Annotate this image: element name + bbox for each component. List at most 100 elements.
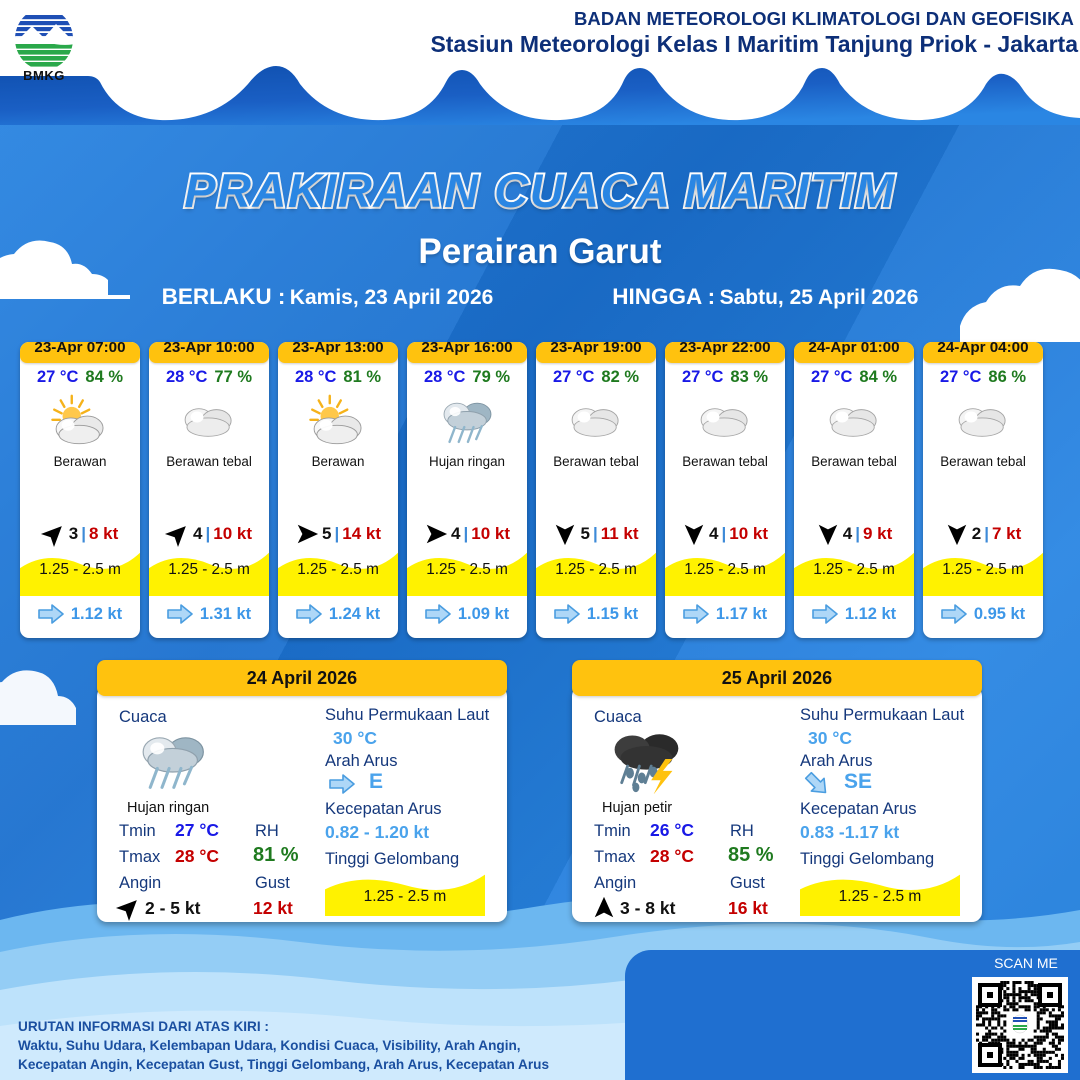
forecast-card[interactable]: 24-Apr 01:00 27 °C 84 % Berawan tebal 4 … bbox=[794, 342, 914, 638]
current-speed: 1.24 kt bbox=[328, 604, 381, 623]
current-speed: 1.12 kt bbox=[844, 604, 897, 623]
air-temperature: 27 °C bbox=[939, 368, 982, 386]
forecast-card-time: 24-Apr 04:00 bbox=[923, 342, 1043, 363]
daily-summary-panel[interactable]: 24 April 2026 Cuaca Hujan ringan Tmin 27… bbox=[97, 660, 507, 922]
weather-icon-slot bbox=[20, 390, 140, 452]
kecepatan-arus-value: 0.83 -1.17 kt bbox=[800, 822, 900, 842]
current-row: 1.12 kt bbox=[20, 596, 140, 632]
forecast-card-strip: 23-Apr 07:00 27 °C 84 % Berawan bbox=[20, 332, 1060, 638]
current-row: 1.24 kt bbox=[278, 596, 398, 632]
relative-humidity: 77 % bbox=[214, 368, 253, 386]
rain-cloud-icon bbox=[443, 403, 492, 444]
weather-condition: Berawan tebal bbox=[553, 454, 639, 469]
daily-weather-icon-slot bbox=[129, 726, 216, 799]
air-temperature: 28 °C bbox=[423, 368, 466, 386]
rh-label: RH bbox=[255, 822, 279, 840]
forecast-card-temp-rh: 27 °C 84 % bbox=[20, 368, 140, 387]
tmax-label: Tmax bbox=[119, 848, 161, 866]
wind-row: 3 | 8 kt bbox=[20, 519, 140, 549]
gust-value: 12 kt bbox=[253, 898, 293, 918]
current-direction-arrow bbox=[683, 604, 709, 624]
valid-until-value: Sabtu, 25 April 2026 bbox=[719, 286, 919, 309]
weather-condition: Berawan tebal bbox=[166, 454, 252, 469]
cloud-decoration-right bbox=[960, 268, 1080, 342]
weather-condition: Berawan bbox=[311, 454, 365, 469]
wind-direction-arrow bbox=[295, 522, 319, 546]
forecast-card-temp-rh: 28 °C 81 % bbox=[278, 368, 398, 387]
bmkg-logo-text: BMKG bbox=[23, 68, 65, 83]
forecast-card[interactable]: 24-Apr 04:00 27 °C 86 % Berawan tebal 2 … bbox=[923, 342, 1043, 638]
tmin-label: Tmin bbox=[594, 822, 631, 840]
angin-arrow-slot bbox=[115, 896, 141, 925]
wind-direction-arrow bbox=[37, 517, 71, 551]
qr-code-icon[interactable] bbox=[972, 977, 1068, 1073]
wind-row: 4 | 10 kt bbox=[149, 519, 269, 549]
forecast-card[interactable]: 23-Apr 07:00 27 °C 84 % Berawan bbox=[20, 342, 140, 638]
tmax-label: Tmax bbox=[594, 848, 636, 866]
tmin-value: 27 °C bbox=[175, 820, 219, 840]
forecast-card-temp-rh: 27 °C 86 % bbox=[923, 368, 1043, 387]
wind-row: 2 | 7 kt bbox=[923, 519, 1043, 549]
current-direction-arrow bbox=[296, 604, 322, 624]
sst-value: 30 °C bbox=[808, 728, 852, 748]
wind-row: 4 | 10 kt bbox=[665, 519, 785, 549]
wind-direction-arrow bbox=[682, 522, 706, 546]
air-temperature: 27 °C bbox=[810, 368, 853, 386]
forecast-card[interactable]: 23-Apr 13:00 28 °C 81 % Berawan bbox=[278, 342, 398, 638]
forecast-card[interactable]: 23-Apr 19:00 27 °C 82 % Berawan tebal 5 … bbox=[536, 342, 656, 638]
wave-band-slot bbox=[665, 548, 785, 596]
forecast-card[interactable]: 23-Apr 16:00 28 °C 79 % Hujan ringan 4 bbox=[407, 342, 527, 638]
forecast-card-time: 23-Apr 19:00 bbox=[536, 342, 656, 363]
sst-label: Suhu Permukaan Laut bbox=[800, 706, 965, 724]
weather-icon-slot bbox=[665, 390, 785, 452]
daily-panel-body bbox=[97, 686, 507, 922]
forecast-card-temp-rh: 28 °C 77 % bbox=[149, 368, 269, 387]
wind-direction-arrow bbox=[424, 522, 448, 546]
arah-arus-label: Arah Arus bbox=[325, 752, 398, 770]
cloud-icon bbox=[184, 408, 232, 438]
footer-legend: URUTAN INFORMASI DARI ATAS KIRI : Waktu,… bbox=[18, 1018, 549, 1074]
scan-me-label: SCAN ME bbox=[994, 955, 1058, 971]
current-speed: 0.95 kt bbox=[973, 604, 1026, 623]
wave-height-band bbox=[923, 552, 1043, 596]
wind-row: 5 | 14 kt bbox=[278, 519, 398, 549]
wind-direction-arrow bbox=[592, 896, 616, 920]
wave-height: 1.25 - 2.5 m bbox=[39, 561, 121, 578]
forecast-card-temp-rh: 27 °C 83 % bbox=[665, 368, 785, 387]
wind-speed: 10 kt bbox=[729, 524, 768, 543]
weather-condition: Berawan bbox=[53, 454, 107, 469]
rh-label: RH bbox=[730, 822, 754, 840]
wind-direction-arrow bbox=[161, 517, 195, 551]
current-row: 1.31 kt bbox=[149, 596, 269, 632]
rh-value: 81 % bbox=[253, 844, 299, 866]
wave-height: 1.25 - 2.5 m bbox=[684, 561, 766, 578]
header-wave-white-mask bbox=[0, 40, 1080, 121]
forecast-card-time: 24-Apr 01:00 bbox=[794, 342, 914, 363]
wind-direction-arrow bbox=[553, 522, 577, 546]
kecepatan-arus-label: Kecepatan Arus bbox=[325, 800, 442, 818]
relative-humidity: 84 % bbox=[85, 368, 124, 386]
daily-summary-panel[interactable]: 25 April 2026 Cuaca Hujan petir Tmin 26 … bbox=[572, 660, 982, 922]
cloud-icon bbox=[700, 408, 748, 438]
wave-height: 1.25 - 2.5 m bbox=[426, 561, 508, 578]
forecast-card[interactable]: 23-Apr 22:00 27 °C 83 % Berawan tebal 4 … bbox=[665, 342, 785, 638]
angin-label: Angin bbox=[119, 874, 162, 892]
valid-until-label: HINGGA : bbox=[612, 284, 716, 309]
cuaca-label: Cuaca bbox=[119, 708, 167, 726]
daily-panel-date: 25 April 2026 bbox=[572, 660, 982, 696]
relative-humidity: 83 % bbox=[730, 368, 769, 386]
current-direction-arrow bbox=[941, 604, 967, 624]
wave-height-band bbox=[800, 874, 960, 916]
daily-condition: Hujan ringan bbox=[127, 800, 210, 816]
qr-code-graphic bbox=[976, 981, 1064, 1069]
forecast-card[interactable]: 23-Apr 10:00 28 °C 77 % Berawan tebal 4 … bbox=[149, 342, 269, 638]
rh-value: 85 % bbox=[728, 844, 774, 866]
wind-speed: 8 kt bbox=[88, 524, 119, 543]
weather-icon-slot bbox=[794, 390, 914, 452]
current-direction-arrow bbox=[329, 774, 355, 794]
wind-speed: 9 kt bbox=[862, 524, 893, 543]
current-speed: 1.09 kt bbox=[457, 604, 510, 623]
rain-cloud-icon bbox=[142, 737, 204, 789]
current-row: 1.12 kt bbox=[794, 596, 914, 632]
weather-icon-slot bbox=[923, 390, 1043, 452]
